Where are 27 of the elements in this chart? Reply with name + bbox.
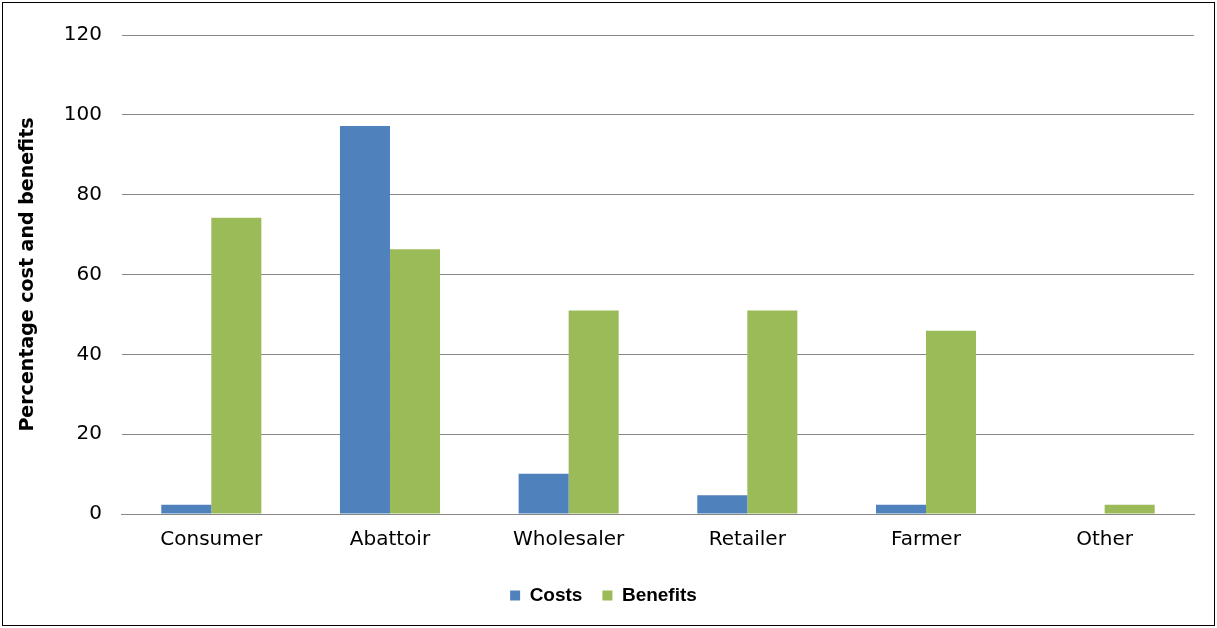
bar — [161, 504, 212, 514]
y-tick-label: 40 — [76, 340, 102, 365]
bar — [211, 217, 262, 514]
y-tick-label: 120 — [63, 21, 102, 46]
x-tick-label: Wholesaler — [513, 526, 626, 551]
y-axis-title: Percentage cost and benefits — [15, 117, 38, 432]
x-tick-label: Farmer — [891, 526, 962, 551]
y-tick-label: 80 — [76, 180, 102, 205]
x-tick-label: Consumer — [160, 526, 264, 551]
bar — [518, 473, 569, 514]
legend-label: Costs — [529, 583, 583, 605]
bar — [389, 249, 441, 514]
bar — [925, 330, 977, 514]
y-tick-label: 60 — [76, 260, 102, 285]
y-tick-label: 20 — [76, 420, 102, 445]
bar — [568, 310, 619, 514]
x-tick-label: Retailer — [708, 526, 787, 551]
bar — [875, 504, 926, 514]
legend-label: Benefits — [621, 583, 697, 605]
bar — [339, 126, 390, 514]
y-tick-label: 0 — [89, 500, 102, 525]
bar — [747, 310, 798, 514]
y-tick-label: 100 — [63, 101, 102, 126]
x-tick-label: Abattoir — [349, 526, 431, 551]
bar — [1104, 504, 1155, 514]
bar — [697, 495, 748, 514]
x-tick-label: Other — [1076, 526, 1134, 551]
